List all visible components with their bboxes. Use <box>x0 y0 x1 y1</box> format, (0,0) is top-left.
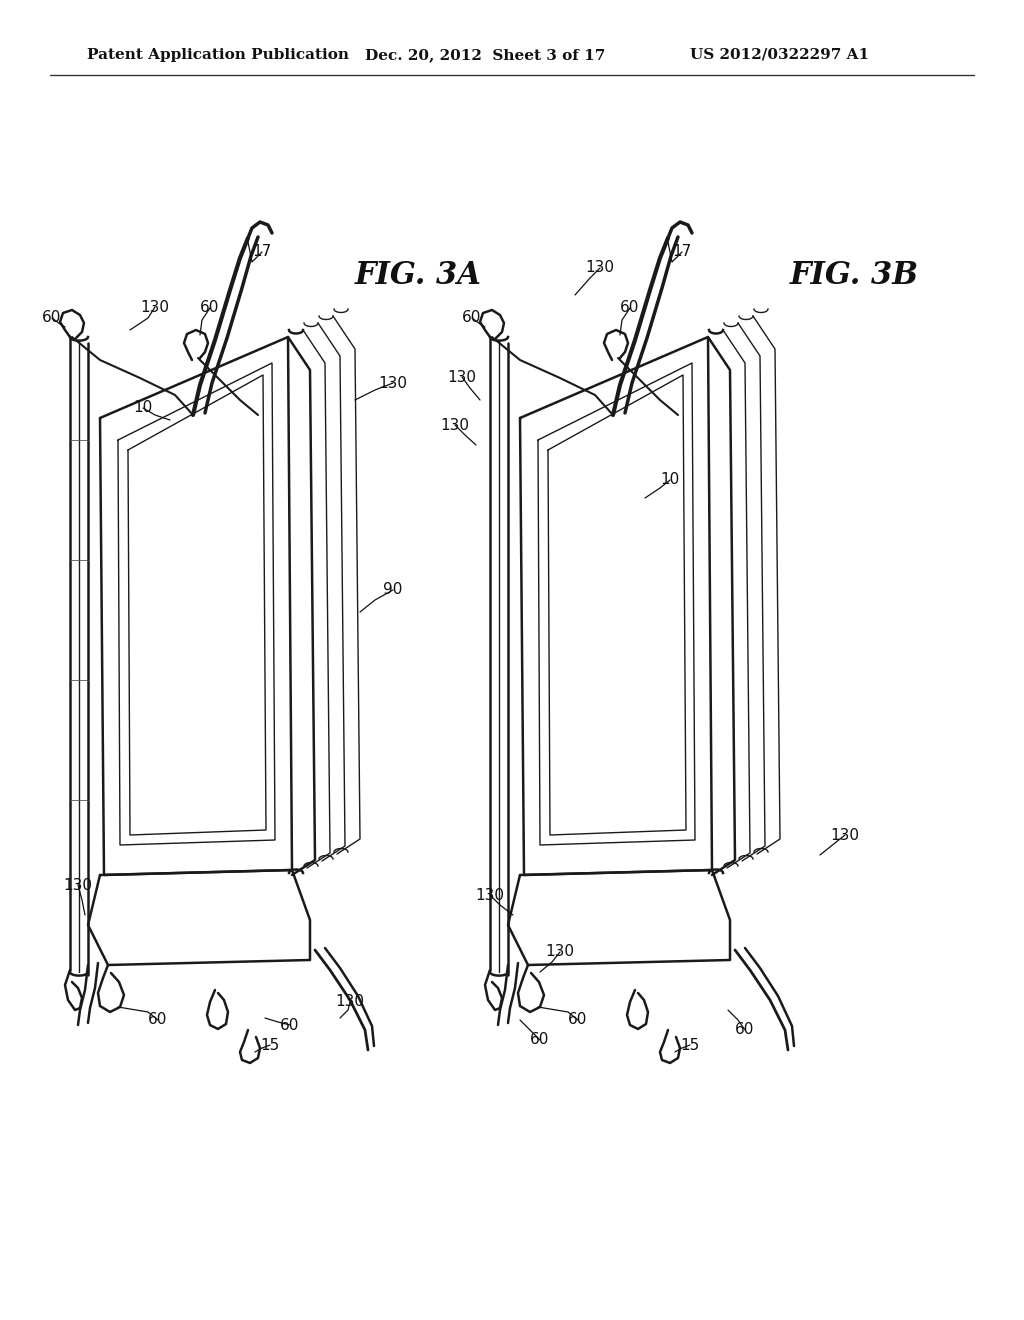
Text: 130: 130 <box>546 945 574 960</box>
Text: FIG. 3A: FIG. 3A <box>355 260 482 290</box>
Text: 130: 130 <box>336 994 365 1010</box>
Text: 130: 130 <box>140 300 170 314</box>
Text: 60: 60 <box>281 1018 300 1032</box>
Text: 60: 60 <box>530 1032 550 1048</box>
Text: 130: 130 <box>830 828 859 842</box>
Text: 90: 90 <box>383 582 402 598</box>
Text: Patent Application Publication: Patent Application Publication <box>87 48 349 62</box>
Text: 130: 130 <box>63 878 92 892</box>
Text: 17: 17 <box>252 244 271 260</box>
Text: 17: 17 <box>673 244 691 260</box>
Text: 60: 60 <box>42 310 61 326</box>
Text: 130: 130 <box>440 417 469 433</box>
Text: US 2012/0322297 A1: US 2012/0322297 A1 <box>690 48 869 62</box>
Text: 60: 60 <box>568 1012 588 1027</box>
Text: 130: 130 <box>447 370 476 384</box>
Text: 15: 15 <box>680 1038 699 1052</box>
Text: 15: 15 <box>260 1038 280 1052</box>
Text: 60: 60 <box>462 310 481 326</box>
Text: 130: 130 <box>586 260 614 276</box>
Text: FIG. 3B: FIG. 3B <box>790 260 919 290</box>
Text: Dec. 20, 2012  Sheet 3 of 17: Dec. 20, 2012 Sheet 3 of 17 <box>365 48 605 62</box>
Text: 60: 60 <box>201 301 220 315</box>
Text: 60: 60 <box>621 301 640 315</box>
Text: 60: 60 <box>735 1023 755 1038</box>
Text: 10: 10 <box>660 473 680 487</box>
Text: 60: 60 <box>148 1012 168 1027</box>
Text: 130: 130 <box>475 887 505 903</box>
Text: 10: 10 <box>133 400 153 416</box>
Text: 130: 130 <box>379 375 408 391</box>
